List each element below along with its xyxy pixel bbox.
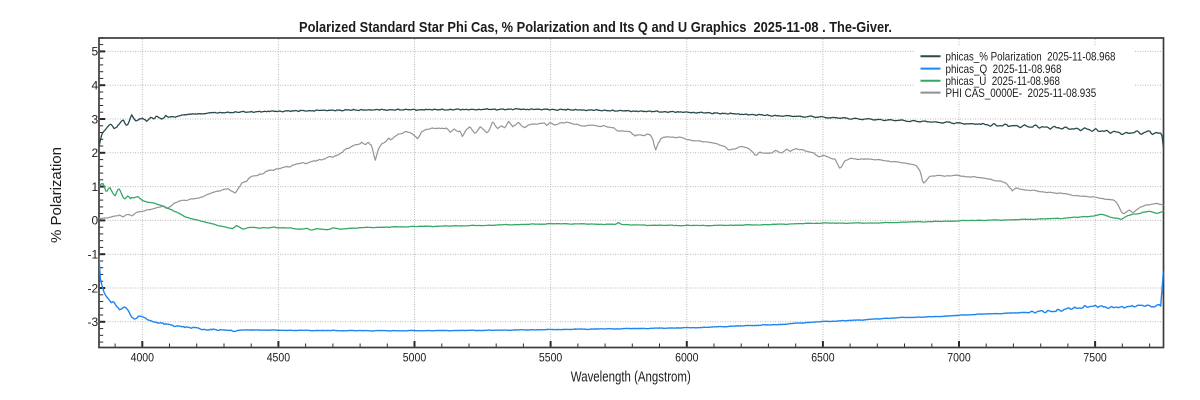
- svg-text:7500: 7500: [1083, 351, 1107, 365]
- svg-text:Wavelength (Angstrom): Wavelength (Angstrom): [571, 369, 691, 386]
- svg-text:PHI CAS_0000E- 2025-11-08.935: PHI CAS_0000E- 2025-11-08.935: [946, 86, 1097, 100]
- svg-text:% Polarization: % Polarization: [48, 147, 65, 243]
- svg-text:6000: 6000: [675, 351, 699, 365]
- svg-text:5000: 5000: [403, 351, 427, 365]
- svg-text:-1: -1: [88, 248, 99, 262]
- svg-text:4000: 4000: [131, 351, 155, 365]
- svg-text:Polarized Standard Star Phi Ca: Polarized Standard Star Phi Cas, % Polar…: [299, 19, 892, 36]
- svg-text:phicas_% Polarization 2025-11: phicas_% Polarization 2025-11-08.968: [946, 50, 1116, 64]
- svg-text:7000: 7000: [947, 351, 971, 365]
- svg-text:-2: -2: [88, 281, 99, 295]
- svg-text:-3: -3: [88, 315, 99, 329]
- svg-text:4500: 4500: [267, 351, 291, 365]
- svg-text:5: 5: [92, 45, 99, 59]
- svg-text:6500: 6500: [811, 351, 835, 365]
- svg-text:0: 0: [92, 214, 99, 228]
- svg-text:4: 4: [92, 79, 99, 93]
- svg-text:5500: 5500: [539, 351, 563, 365]
- svg-text:phicas_Q 2025-11-08.968: phicas_Q 2025-11-08.968: [946, 62, 1062, 76]
- svg-text:3: 3: [92, 112, 99, 126]
- svg-text:2: 2: [92, 146, 99, 160]
- svg-text:phicas_U 2025-11-08.968: phicas_U 2025-11-08.968: [946, 74, 1061, 88]
- svg-text:1: 1: [92, 180, 99, 194]
